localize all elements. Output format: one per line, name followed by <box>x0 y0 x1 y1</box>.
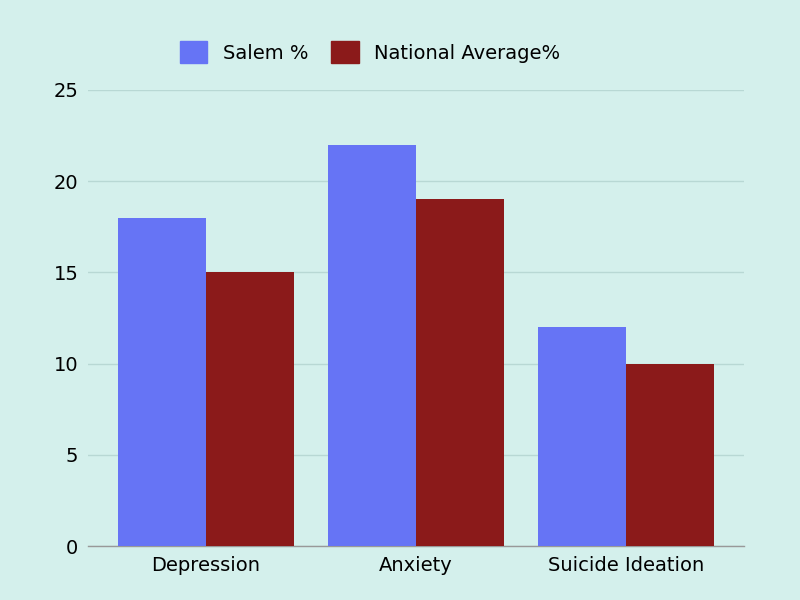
Bar <box>118 218 206 546</box>
Bar <box>206 272 294 546</box>
Bar <box>416 199 504 546</box>
Bar <box>328 145 416 546</box>
Bar <box>538 327 626 546</box>
Legend: Salem %, National Average%: Salem %, National Average% <box>172 33 568 71</box>
Bar <box>626 364 714 546</box>
